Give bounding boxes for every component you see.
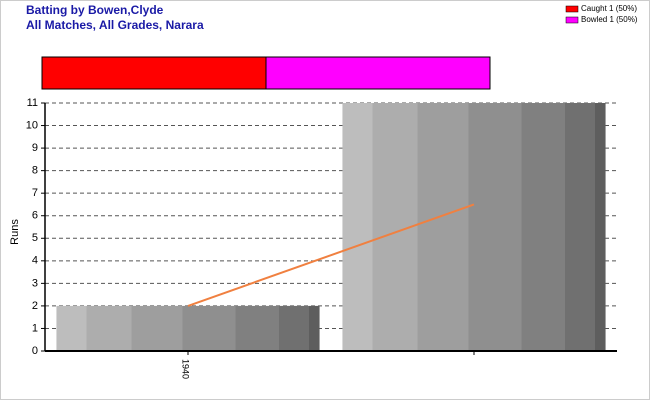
legend-swatch (565, 5, 579, 13)
y-tick-label: 3 (32, 277, 38, 289)
dismissal-segment (41, 56, 267, 90)
chart-subtitle: All Matches, All Grades, Narara (26, 18, 204, 32)
y-tick-label: 6 (32, 210, 38, 222)
y-tick-label: 8 (32, 165, 38, 177)
y-tick-label: 10 (26, 119, 38, 131)
legend-label: Bowled 1 (50%) (581, 15, 638, 24)
dismissal-segment (265, 56, 491, 90)
y-tick-label: 2 (32, 300, 38, 312)
bar (56, 305, 320, 351)
y-tick-label: 11 (27, 97, 38, 109)
y-tick-label: 9 (32, 142, 38, 154)
y-axis-label: Runs (9, 219, 21, 245)
y-tick-label: 0 (32, 345, 38, 357)
y-tick-label: 5 (32, 232, 38, 244)
chart-title: Batting by Bowen,Clyde (26, 3, 164, 17)
x-tick-label: 1940 (181, 359, 191, 379)
bar (342, 103, 606, 351)
trend-line (187, 203, 475, 307)
y-tick-label: 4 (32, 255, 38, 267)
legend-swatch (565, 16, 579, 24)
y-tick-label: 7 (32, 187, 38, 199)
y-tick-label: 1 (32, 322, 38, 334)
legend-label: Caught 1 (50%) (581, 4, 637, 13)
